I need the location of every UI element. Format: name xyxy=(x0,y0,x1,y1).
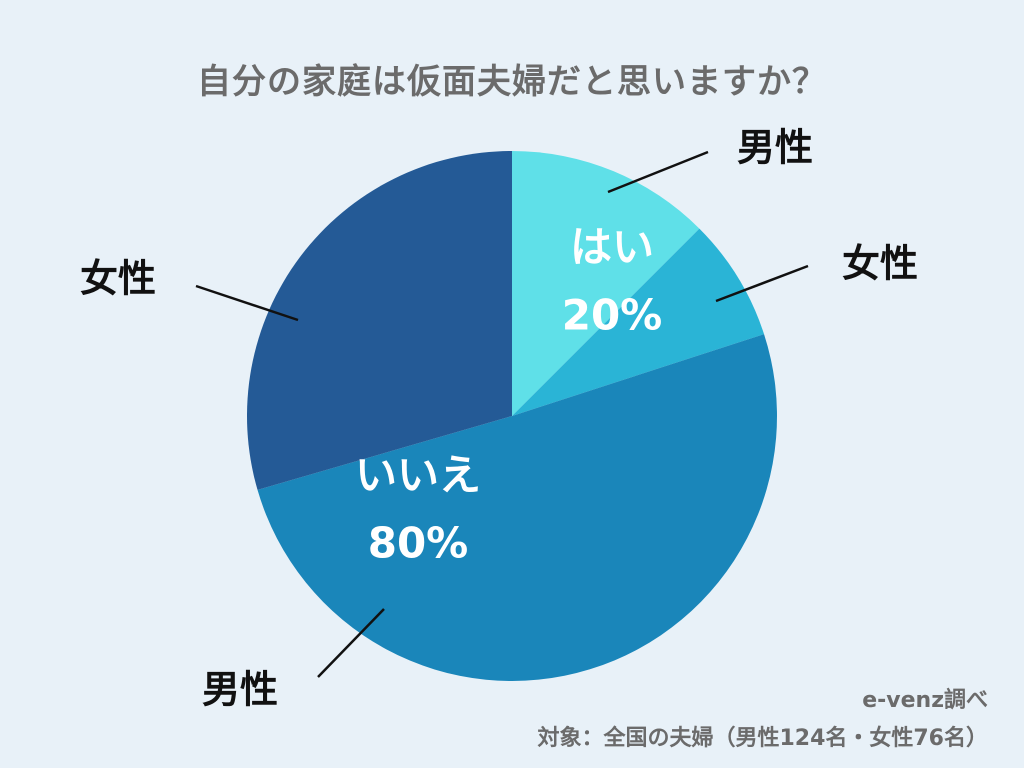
slice-label-1: 女性 xyxy=(842,242,918,286)
leader-line-2 xyxy=(317,608,385,678)
survey-note: 対象：全国の夫婦（男性124名・女性76名） xyxy=(537,726,988,751)
pie-slice-3 xyxy=(246,151,512,490)
pie-slice-0 xyxy=(512,151,700,416)
slice-label-0: 男性 xyxy=(737,126,813,170)
group-percent-0: 20% xyxy=(562,291,663,340)
leader-line-3 xyxy=(195,284,299,322)
pie-slice-2 xyxy=(257,334,778,682)
slice-label-2: 男性 xyxy=(202,668,278,712)
leader-line-1 xyxy=(715,264,809,303)
chart-title: 自分の家庭は仮面夫婦だと思いますか？ xyxy=(197,62,827,102)
pie-slice-1 xyxy=(512,228,765,416)
source-credit: e-venz調べ xyxy=(862,688,988,713)
group-percent-1: 80% xyxy=(368,519,469,568)
leader-line-0 xyxy=(607,150,709,194)
group-label-0: はい xyxy=(570,223,654,272)
slice-label-3: 女性 xyxy=(80,257,156,301)
group-label-1: いいえ xyxy=(355,451,481,500)
